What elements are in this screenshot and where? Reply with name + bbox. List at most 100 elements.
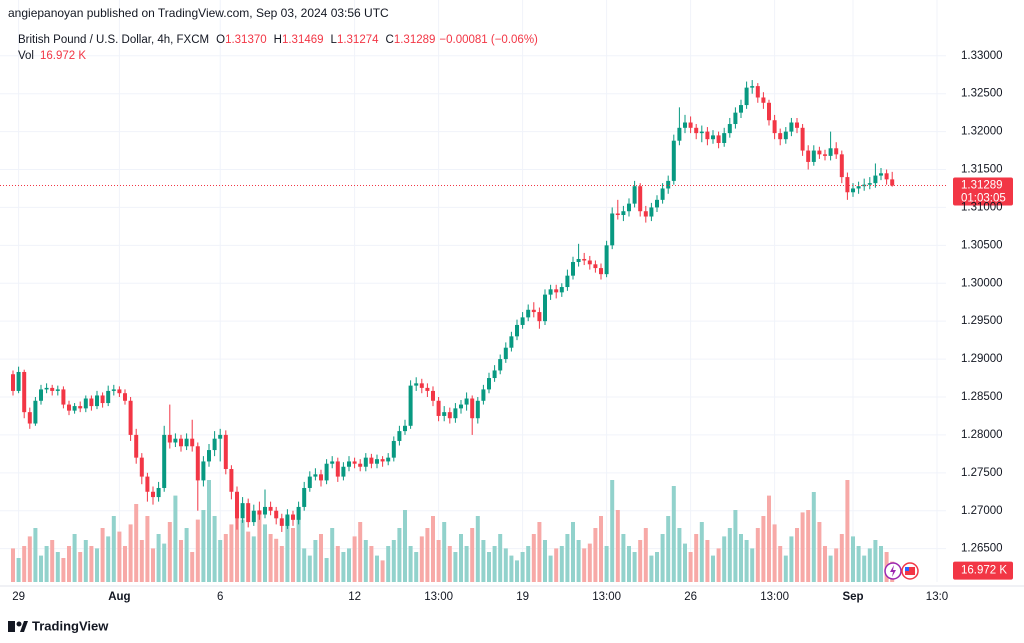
candle-body <box>22 371 27 413</box>
volume-bar <box>722 536 727 582</box>
volume-bar <box>856 546 861 582</box>
volume-bar <box>246 531 251 582</box>
candle-body <box>498 359 503 371</box>
x-tick-label: 26 <box>684 591 697 603</box>
legend-symbol: British Pound / U.S. Dollar, 4h, FXCM <box>18 34 209 46</box>
volume-bar <box>179 540 183 582</box>
y-tick-label: 1.33000 <box>961 50 1003 62</box>
volume-tag <box>953 561 1013 580</box>
candle-body <box>627 203 631 212</box>
volume-bar <box>767 495 771 582</box>
volume-bar <box>425 528 430 582</box>
candle-body <box>621 211 626 216</box>
volume-bar <box>520 552 525 582</box>
candle-body <box>800 127 805 151</box>
candle-body <box>257 510 262 515</box>
x-tick-label: 13:00 <box>424 591 453 603</box>
volume-bar <box>453 552 458 582</box>
volume-bar <box>106 536 111 582</box>
candle-body <box>526 309 531 318</box>
volume-bar <box>464 546 469 582</box>
volume-bar <box>571 522 575 582</box>
candle-body <box>453 408 458 419</box>
candle-body <box>27 412 32 424</box>
candle-body <box>223 434 228 470</box>
volume-bar <box>772 524 777 582</box>
volume-bar <box>559 546 564 582</box>
candle-body <box>638 186 643 212</box>
candle-body <box>811 150 816 162</box>
candle-body <box>207 450 211 462</box>
volume-bar <box>761 516 766 582</box>
candle-body <box>369 457 374 464</box>
candle-body <box>688 122 693 128</box>
candle-body <box>839 154 844 178</box>
candle-body <box>543 294 547 322</box>
volume-bar <box>834 548 839 582</box>
volume-bar <box>263 524 267 582</box>
candle-body <box>643 211 648 217</box>
candle-body <box>106 390 111 404</box>
volume-bar <box>492 546 497 582</box>
candle-body <box>503 347 508 360</box>
candle-body <box>235 491 239 519</box>
candle-body <box>515 324 519 337</box>
volume-bar <box>22 546 27 582</box>
candle-body <box>386 457 391 462</box>
candle-body <box>767 102 771 121</box>
y-tick-label: 1.26500 <box>961 543 1003 555</box>
volume-bar <box>470 528 475 582</box>
volume-bar <box>481 540 486 582</box>
candle-body <box>828 148 833 156</box>
volume-bar <box>27 536 32 582</box>
volume-bar <box>403 510 407 582</box>
candle-body <box>190 438 195 447</box>
candle-body <box>240 503 245 519</box>
candle-body <box>823 154 827 156</box>
icon-flag-canton <box>905 567 909 571</box>
volume-bar <box>207 480 211 582</box>
candle-body <box>694 127 699 134</box>
volume-bar <box>117 531 122 582</box>
volume-bar <box>649 555 654 582</box>
volume-bar <box>599 516 603 582</box>
x-tick-label: 13:00 <box>592 591 621 603</box>
volume-bar <box>240 519 245 582</box>
candle-body <box>879 173 883 176</box>
candle-body <box>459 404 463 409</box>
candle-body <box>100 395 105 404</box>
volume-bar <box>397 528 402 582</box>
candle-body <box>375 459 379 464</box>
candle-body <box>548 289 553 295</box>
candle-body <box>403 425 407 432</box>
volume-bar <box>879 546 883 582</box>
volume-bar <box>151 548 155 582</box>
legend-value: 1.31469 <box>282 34 324 46</box>
volume-tag-label: 16.972 K <box>961 565 1007 577</box>
candle-body <box>867 183 872 185</box>
volume-bar <box>475 516 480 582</box>
candle-body <box>285 514 290 526</box>
volume-bar <box>537 522 542 582</box>
volume-bar <box>72 534 77 582</box>
candle-body <box>246 503 251 523</box>
candle-body <box>778 133 783 140</box>
candle-body <box>632 186 637 204</box>
candle-body <box>89 398 94 407</box>
volume-bar <box>755 528 760 582</box>
volume-bar <box>296 510 301 582</box>
candle-body <box>750 86 755 88</box>
candle-body <box>470 398 475 419</box>
candle-body <box>789 122 794 132</box>
legend-key: C <box>386 34 394 46</box>
candle-body <box>330 461 335 464</box>
candle-body <box>335 461 340 477</box>
candle-body <box>55 389 60 391</box>
legend: British Pound / U.S. Dollar, 4h, FXCM O1.… <box>18 34 538 46</box>
candle-body <box>313 474 318 477</box>
volume-bar <box>459 534 463 582</box>
volume-bar <box>839 534 844 582</box>
volume-bar <box>347 548 351 582</box>
volume-bar <box>744 540 749 582</box>
